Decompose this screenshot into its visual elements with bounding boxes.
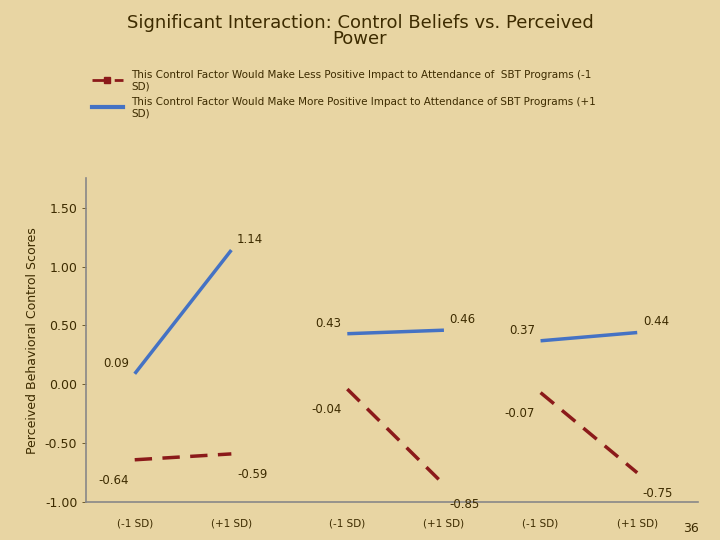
Text: Power: Power (333, 30, 387, 48)
Text: 1.14: 1.14 (237, 233, 263, 246)
Text: 0.46: 0.46 (449, 313, 476, 326)
Text: 36: 36 (683, 522, 698, 535)
Legend: This Control Factor Would Make Less Positive Impact to Attendance of  SBT Progra: This Control Factor Would Make Less Posi… (91, 70, 596, 118)
Text: (-1 SD): (-1 SD) (329, 518, 366, 529)
Text: -0.64: -0.64 (99, 474, 129, 487)
Y-axis label: Perceived Behavioral Control Scores: Perceived Behavioral Control Scores (27, 227, 40, 454)
Text: -0.85: -0.85 (449, 498, 480, 511)
Text: 0.09: 0.09 (103, 356, 129, 369)
Text: (+1 SD): (+1 SD) (211, 518, 252, 529)
Text: -0.75: -0.75 (643, 487, 673, 500)
Text: (-1 SD): (-1 SD) (117, 518, 153, 529)
Text: 0.44: 0.44 (643, 315, 669, 328)
Text: -0.04: -0.04 (311, 403, 342, 416)
Text: (+1 SD): (+1 SD) (423, 518, 464, 529)
Text: 0.43: 0.43 (316, 316, 342, 329)
Text: (+1 SD): (+1 SD) (616, 518, 658, 529)
Text: (-1 SD): (-1 SD) (523, 518, 559, 529)
Text: Significant Interaction: Control Beliefs vs. Perceived: Significant Interaction: Control Beliefs… (127, 14, 593, 31)
Text: -0.59: -0.59 (237, 468, 267, 481)
Text: -0.07: -0.07 (505, 407, 535, 420)
Text: 0.37: 0.37 (509, 323, 535, 336)
